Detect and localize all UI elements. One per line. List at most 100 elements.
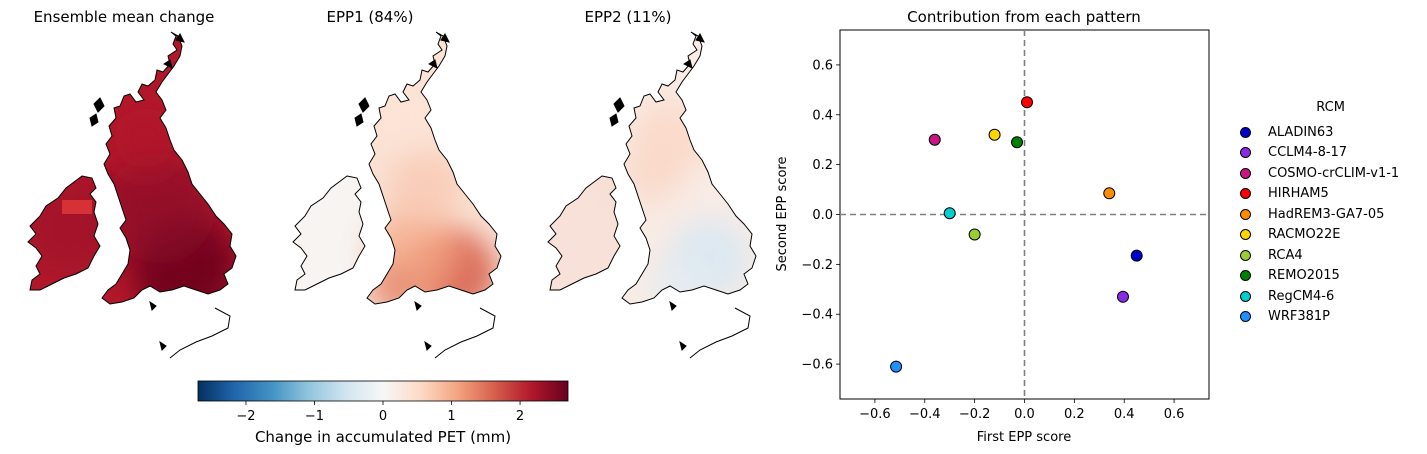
coastline-south (434, 307, 496, 359)
legend-marker (1240, 208, 1251, 220)
map-shade (105, 153, 215, 263)
scatter-chart: Contribution from each pattern −0.6 −0.4 −… (775, 8, 1210, 445)
epp2-map (547, 31, 757, 359)
legend-label: RegCM4-6 (1268, 288, 1335, 304)
colorbar-tick-label: 1 (447, 409, 455, 424)
island-outline (695, 33, 705, 43)
legend-item: RCA4 (1232, 245, 1399, 266)
ireland-outline (547, 175, 621, 291)
map-shade (28, 183, 115, 273)
point-aladin63 (1130, 249, 1143, 262)
legend: RCM ALADIN63 CCLM4-8-17 COSMO-crCLIM-v1-1 H… (1232, 100, 1399, 327)
colorbar-gradient (197, 380, 569, 402)
legend-item: ALADIN63 (1232, 122, 1399, 143)
chart-title: Contribution from each pattern (907, 8, 1141, 26)
island-outline (414, 300, 422, 311)
island-outline (428, 59, 438, 69)
point-regcm4-6 (943, 207, 956, 220)
island-outline (354, 113, 364, 127)
island-outline (93, 97, 105, 113)
island-outline (609, 113, 619, 127)
legend-marker (1240, 311, 1251, 323)
coastline-south (689, 307, 751, 359)
x-tick-label: 0.4 (1114, 407, 1135, 422)
legend-label: HIRHAM5 (1268, 186, 1329, 202)
point-hirham5 (1020, 96, 1033, 109)
map-shade (650, 258, 710, 304)
x-tick-label: −0.4 (909, 407, 941, 422)
island-outline (613, 97, 625, 113)
legend-label: REMO2015 (1268, 268, 1340, 284)
ireland-field (293, 176, 365, 290)
colorbar: −2 −1 0 1 2 Change in accumulated PET (mm) (197, 380, 569, 446)
map-shade (105, 98, 185, 178)
great-britain-outline (366, 31, 502, 305)
legend-marker (1240, 249, 1251, 261)
map-shade (370, 265, 420, 304)
legend-item: WRF381P (1232, 307, 1399, 328)
island-outline (89, 113, 99, 127)
point-remo2015 (1011, 136, 1024, 149)
y-tick-label: −0.6 (801, 358, 833, 373)
legend-marker (1240, 290, 1251, 302)
legend-marker (1240, 167, 1251, 179)
map-highlight (62, 200, 92, 214)
x-tick-label: −0.2 (959, 407, 991, 422)
island-outline (679, 340, 687, 351)
colorbar-tick-label: −1 (305, 409, 324, 424)
legend-marker (1240, 126, 1251, 138)
map-shade (375, 88, 435, 148)
legend-marker (1240, 147, 1251, 159)
point-cosmo-crclim-v1-1 (928, 133, 941, 146)
legend-title: RCM (1316, 100, 1345, 115)
legend-marker (1240, 270, 1251, 282)
island-outline (424, 340, 432, 351)
ensemble-mean-map (27, 31, 237, 359)
legend-item: RegCM4-6 (1232, 286, 1399, 307)
colorbar-tick-label: −2 (236, 409, 255, 424)
legend-label: ALADIN63 (1268, 124, 1334, 140)
point-rca4 (968, 228, 981, 241)
x-tick-label: 0.2 (1064, 407, 1085, 422)
legend-label: HadREM3-GA7-05 (1268, 206, 1385, 222)
colorbar-tick-label: 2 (516, 409, 524, 424)
map-title-epp2: EPP2 (11%) (584, 8, 672, 26)
great-britain-outline (101, 31, 237, 305)
point-racmo22e (988, 128, 1001, 141)
map-shade (387, 150, 463, 226)
legend-marker (1240, 188, 1251, 200)
legend-item: HadREM3-GA7-05 (1232, 204, 1399, 225)
map-title-ensemble: Ensemble mean change (33, 8, 215, 26)
y-axis-label: Second EPP score (775, 157, 790, 272)
x-tick-label: 0.0 (1014, 407, 1035, 422)
colorbar-label: Change in accumulated PET (mm) (255, 428, 511, 446)
y-tick-label: 0.4 (812, 108, 833, 123)
island-outline (669, 300, 677, 311)
y-tick-label: 0.2 (812, 158, 833, 173)
legend-item: COSMO-crCLIM-v1-1 (1232, 163, 1399, 184)
island-outline (163, 59, 173, 69)
x-tick-label: 0.6 (1164, 407, 1185, 422)
y-tick-label: 0.0 (812, 208, 833, 223)
coastline-south (169, 307, 231, 359)
epp1-map (292, 31, 502, 359)
ireland-field (548, 176, 620, 290)
map-title-epp1: EPP1 (84%) (326, 8, 414, 26)
y-tick-label: −0.4 (801, 308, 833, 323)
point-hadrem3-ga7-05 (1103, 187, 1116, 200)
legend-item: REMO2015 (1232, 266, 1399, 287)
island-outline (358, 97, 370, 113)
ireland-outline (27, 175, 101, 291)
legend-item: RACMO22E (1232, 225, 1399, 246)
x-tick-label: −0.6 (859, 407, 891, 422)
y-tick-label: 0.6 (812, 58, 833, 73)
x-axis-label: First EPP score (977, 430, 1071, 445)
legend-item: CCLM4-8-17 (1232, 143, 1399, 164)
y-tick-label: −0.2 (801, 258, 833, 273)
legend-marker (1240, 229, 1251, 241)
legend-label: WRF381P (1268, 309, 1331, 325)
point-wrf381p (890, 360, 903, 373)
ireland-outline (292, 175, 366, 291)
legend-label: COSMO-crCLIM-v1-1 (1268, 165, 1400, 181)
island-outline (149, 300, 157, 311)
